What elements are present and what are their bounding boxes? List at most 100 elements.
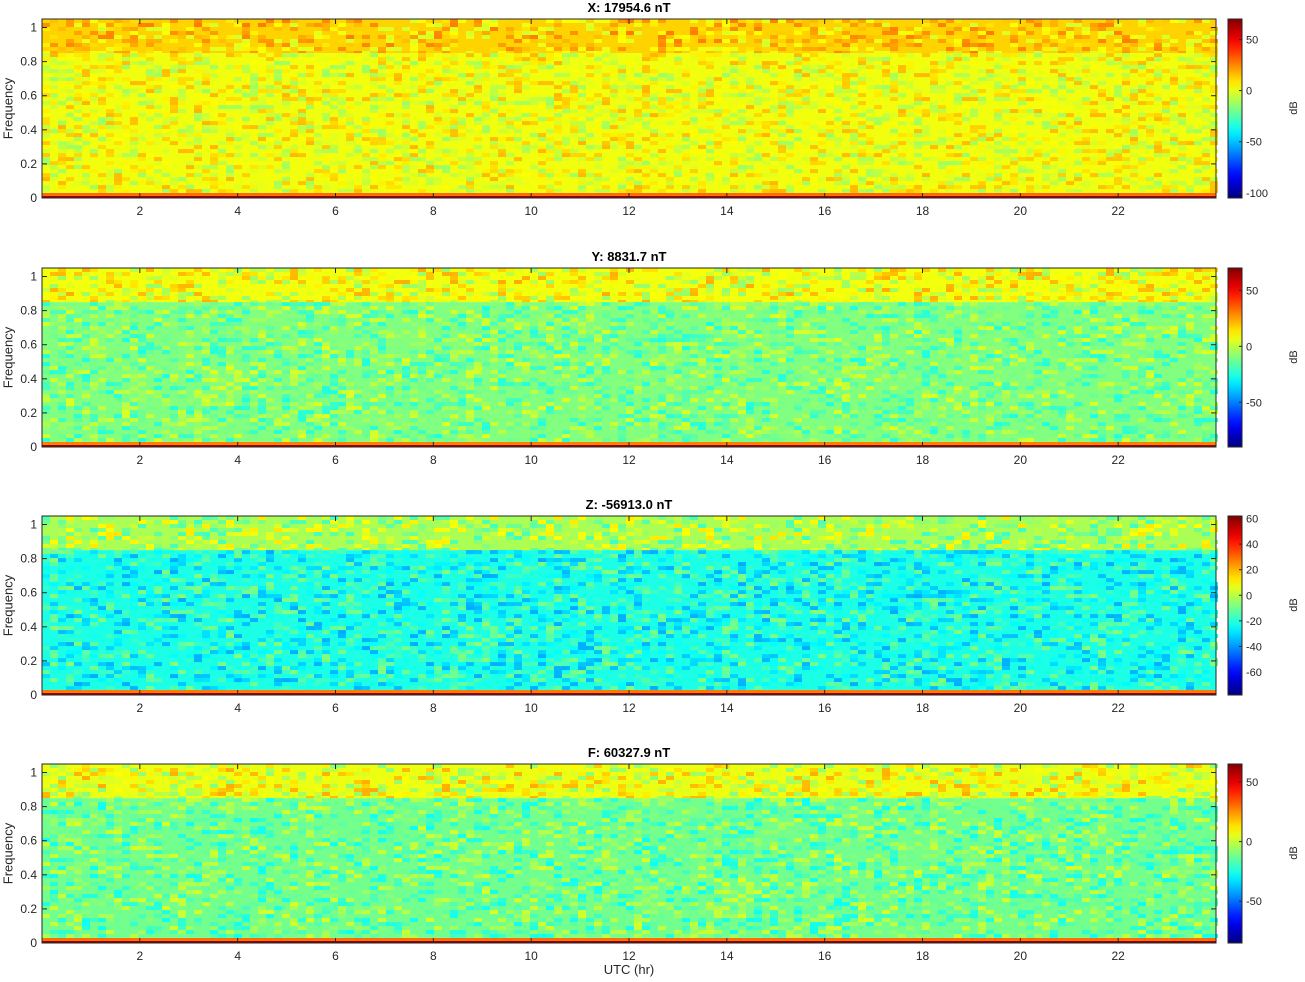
x-tick-label: 8 (430, 701, 437, 715)
heatmap-cells (42, 516, 1218, 695)
x-tick-label: 20 (1014, 204, 1028, 218)
x-tick-label: 20 (1014, 453, 1028, 467)
x-tick-label: 8 (430, 453, 437, 467)
x-tick-label: 4 (234, 949, 241, 963)
colorbar (1228, 516, 1242, 695)
x-tick-label: 14 (720, 701, 734, 715)
x-tick-label: 10 (524, 701, 538, 715)
colorbar-tick-label: -40 (1246, 641, 1262, 653)
y-tick-label: 0.6 (20, 834, 37, 848)
colorbar-tick-label: 50 (1246, 34, 1258, 46)
x-tick-label: 18 (916, 204, 930, 218)
colorbar-tick-label: -60 (1246, 667, 1262, 679)
x-tick-label: 2 (136, 949, 143, 963)
x-tick-label: 2 (136, 701, 143, 715)
x-tick-label: 8 (430, 949, 437, 963)
colorbar (1228, 764, 1242, 943)
x-tick-label: 6 (332, 453, 339, 467)
spectrogram-panel-x: 2 4 6 8 10 12 14 16 18 20 22 0 0.2 0.4 0.6 0.8 1 50 0 -50 -1… (0, 11, 1305, 237)
x-tick-label: 20 (1014, 949, 1028, 963)
y-tick-label: 0 (30, 440, 37, 454)
y-tick-label: 1 (30, 518, 37, 532)
x-tick-label: 16 (818, 949, 832, 963)
colorbar-tick-label: 0 (1246, 86, 1252, 98)
y-tick-label: 0.4 (20, 868, 37, 882)
colorbar-tick-label: 50 (1246, 285, 1258, 297)
colorbar-tick-label: -50 (1246, 397, 1262, 409)
colorbar-tick-label: -100 (1246, 188, 1268, 200)
x-tick-label: 6 (332, 204, 339, 218)
colorbar-tick-label: 0 (1246, 590, 1252, 602)
colorbar-label: dB (1288, 595, 1300, 615)
x-tick-label: 18 (916, 701, 930, 715)
x-tick-label: 14 (720, 204, 734, 218)
x-tick-label: 22 (1111, 453, 1125, 467)
x-tick-label: 20 (1014, 701, 1028, 715)
x-tick-label: 12 (622, 701, 636, 715)
x-tick-label: 14 (720, 949, 734, 963)
y-tick-label: 0.8 (20, 552, 37, 566)
y-tick-label: 0.2 (20, 654, 37, 668)
y-tick-label: 1 (30, 270, 37, 284)
y-tick-label: 0.8 (20, 800, 37, 814)
x-tick-label: 8 (430, 204, 437, 218)
x-tick-label: 22 (1111, 949, 1125, 963)
x-tick-label: 18 (916, 949, 930, 963)
colorbar-tick-label: 20 (1246, 565, 1258, 577)
colorbar-tick-label: 0 (1246, 341, 1252, 353)
heatmap-cells (42, 764, 1218, 943)
colorbar-tick-label: 60 (1246, 514, 1258, 526)
x-tick-label: 10 (524, 453, 538, 467)
colorbar-tick-label: -50 (1246, 896, 1262, 908)
colorbar-tick-label: 50 (1246, 777, 1258, 789)
x-tick-label: 10 (524, 204, 538, 218)
x-tick-label: 2 (136, 204, 143, 218)
y-tick-label: 0.4 (20, 123, 37, 137)
x-tick-label: 6 (332, 701, 339, 715)
colorbar-tick-label: -50 (1246, 137, 1262, 149)
x-tick-label: 16 (818, 204, 832, 218)
colorbar-tick-label: 0 (1246, 837, 1252, 849)
x-tick-label: 12 (622, 949, 636, 963)
x-tick-label: 22 (1111, 204, 1125, 218)
y-tick-label: 0.6 (20, 89, 37, 103)
x-tick-label: 12 (622, 453, 636, 467)
x-tick-label: 6 (332, 949, 339, 963)
y-tick-label: 0 (30, 936, 37, 950)
x-tick-label: 4 (234, 204, 241, 218)
y-tick-label: 0.6 (20, 338, 37, 352)
y-tick-label: 0.8 (20, 55, 37, 69)
x-tick-label: 12 (622, 204, 636, 218)
colorbar-tick-label: -20 (1246, 616, 1262, 628)
y-tick-label: 0.4 (20, 620, 37, 634)
x-tick-label: 4 (234, 453, 241, 467)
x-axis-label: UTC (hr) (42, 962, 1216, 977)
y-tick-label: 0.8 (20, 304, 37, 318)
y-tick-label: 0.6 (20, 586, 37, 600)
colorbar (1228, 19, 1242, 198)
y-tick-label: 0.2 (20, 157, 37, 171)
y-tick-label: 1 (30, 766, 37, 780)
x-tick-label: 22 (1111, 701, 1125, 715)
y-tick-label: 0.4 (20, 372, 37, 386)
heatmap-cells (42, 19, 1218, 198)
y-tick-label: 0.2 (20, 406, 37, 420)
colorbar-label: dB (1288, 843, 1300, 863)
x-tick-label: 2 (136, 453, 143, 467)
heatmap-cells (42, 268, 1218, 447)
x-tick-label: 10 (524, 949, 538, 963)
colorbar-label: dB (1288, 98, 1300, 118)
y-tick-label: 0 (30, 688, 37, 702)
y-tick-label: 1 (30, 21, 37, 35)
x-tick-label: 14 (720, 453, 734, 467)
colorbar-tick-label: 40 (1246, 539, 1258, 551)
colorbar-label: dB (1288, 347, 1300, 367)
y-tick-label: 0 (30, 191, 37, 205)
x-tick-label: 16 (818, 701, 832, 715)
x-tick-label: 18 (916, 453, 930, 467)
colorbar (1228, 268, 1242, 447)
